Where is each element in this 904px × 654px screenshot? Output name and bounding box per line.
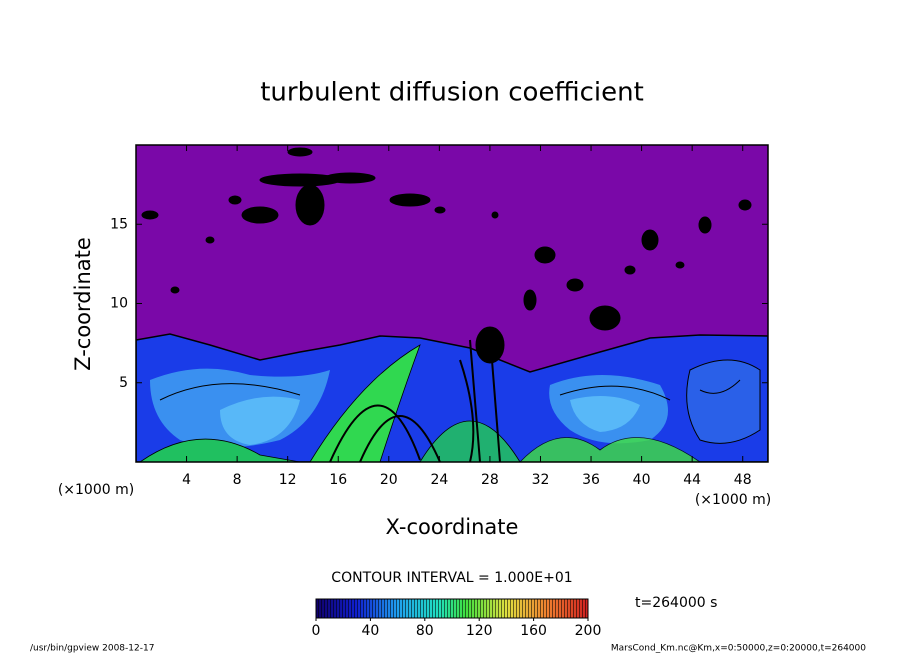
time-label: t=264000 s — [635, 595, 717, 611]
x-tick-label: 32 — [532, 472, 550, 488]
y-tick-label: 10 — [110, 296, 128, 312]
x-tick-label: 36 — [582, 472, 600, 488]
x-tick-label: 40 — [633, 472, 651, 488]
colorbar-stripes — [315, 598, 589, 619]
colorbar-tick-label: 120 — [466, 623, 493, 639]
colorbar-tick-label: 40 — [361, 623, 379, 639]
x-tick-label: 8 — [233, 472, 242, 488]
x-tick-label: 16 — [329, 472, 347, 488]
y-tick-label: 5 — [119, 375, 128, 391]
x-axis-label: X-coordinate — [386, 515, 519, 539]
x-tick-label: 12 — [279, 472, 297, 488]
x-tick-label: 48 — [734, 472, 752, 488]
contour-interval: CONTOUR INTERVAL = 1.000E+01 — [331, 570, 572, 586]
x-tick-label: 4 — [182, 472, 191, 488]
footer-left: /usr/bin/gpview 2008-12-17 — [30, 644, 154, 654]
x-unit-left: (×1000 m) — [58, 482, 134, 498]
x-tick-label: 24 — [430, 472, 448, 488]
x-tick-label: 28 — [481, 472, 499, 488]
y-axis-label: Z-coordinate — [71, 237, 95, 371]
colorbar-tick-label: 80 — [416, 623, 434, 639]
colorbar-tick-label: 0 — [312, 623, 321, 639]
colorbar-tick-label: 200 — [575, 623, 602, 639]
x-unit-right: (×1000 m) — [695, 492, 771, 508]
chart-title: turbulent diffusion coefficient — [260, 78, 644, 108]
y-tick-label: 15 — [110, 216, 128, 232]
colorbar-tick-label: 160 — [520, 623, 547, 639]
footer-right: MarsCond_Km.nc@Km,x=0:50000,z=0:20000,t=… — [611, 644, 866, 654]
contour-field — [136, 145, 768, 462]
x-tick-label: 44 — [683, 472, 701, 488]
x-tick-label: 20 — [380, 472, 398, 488]
